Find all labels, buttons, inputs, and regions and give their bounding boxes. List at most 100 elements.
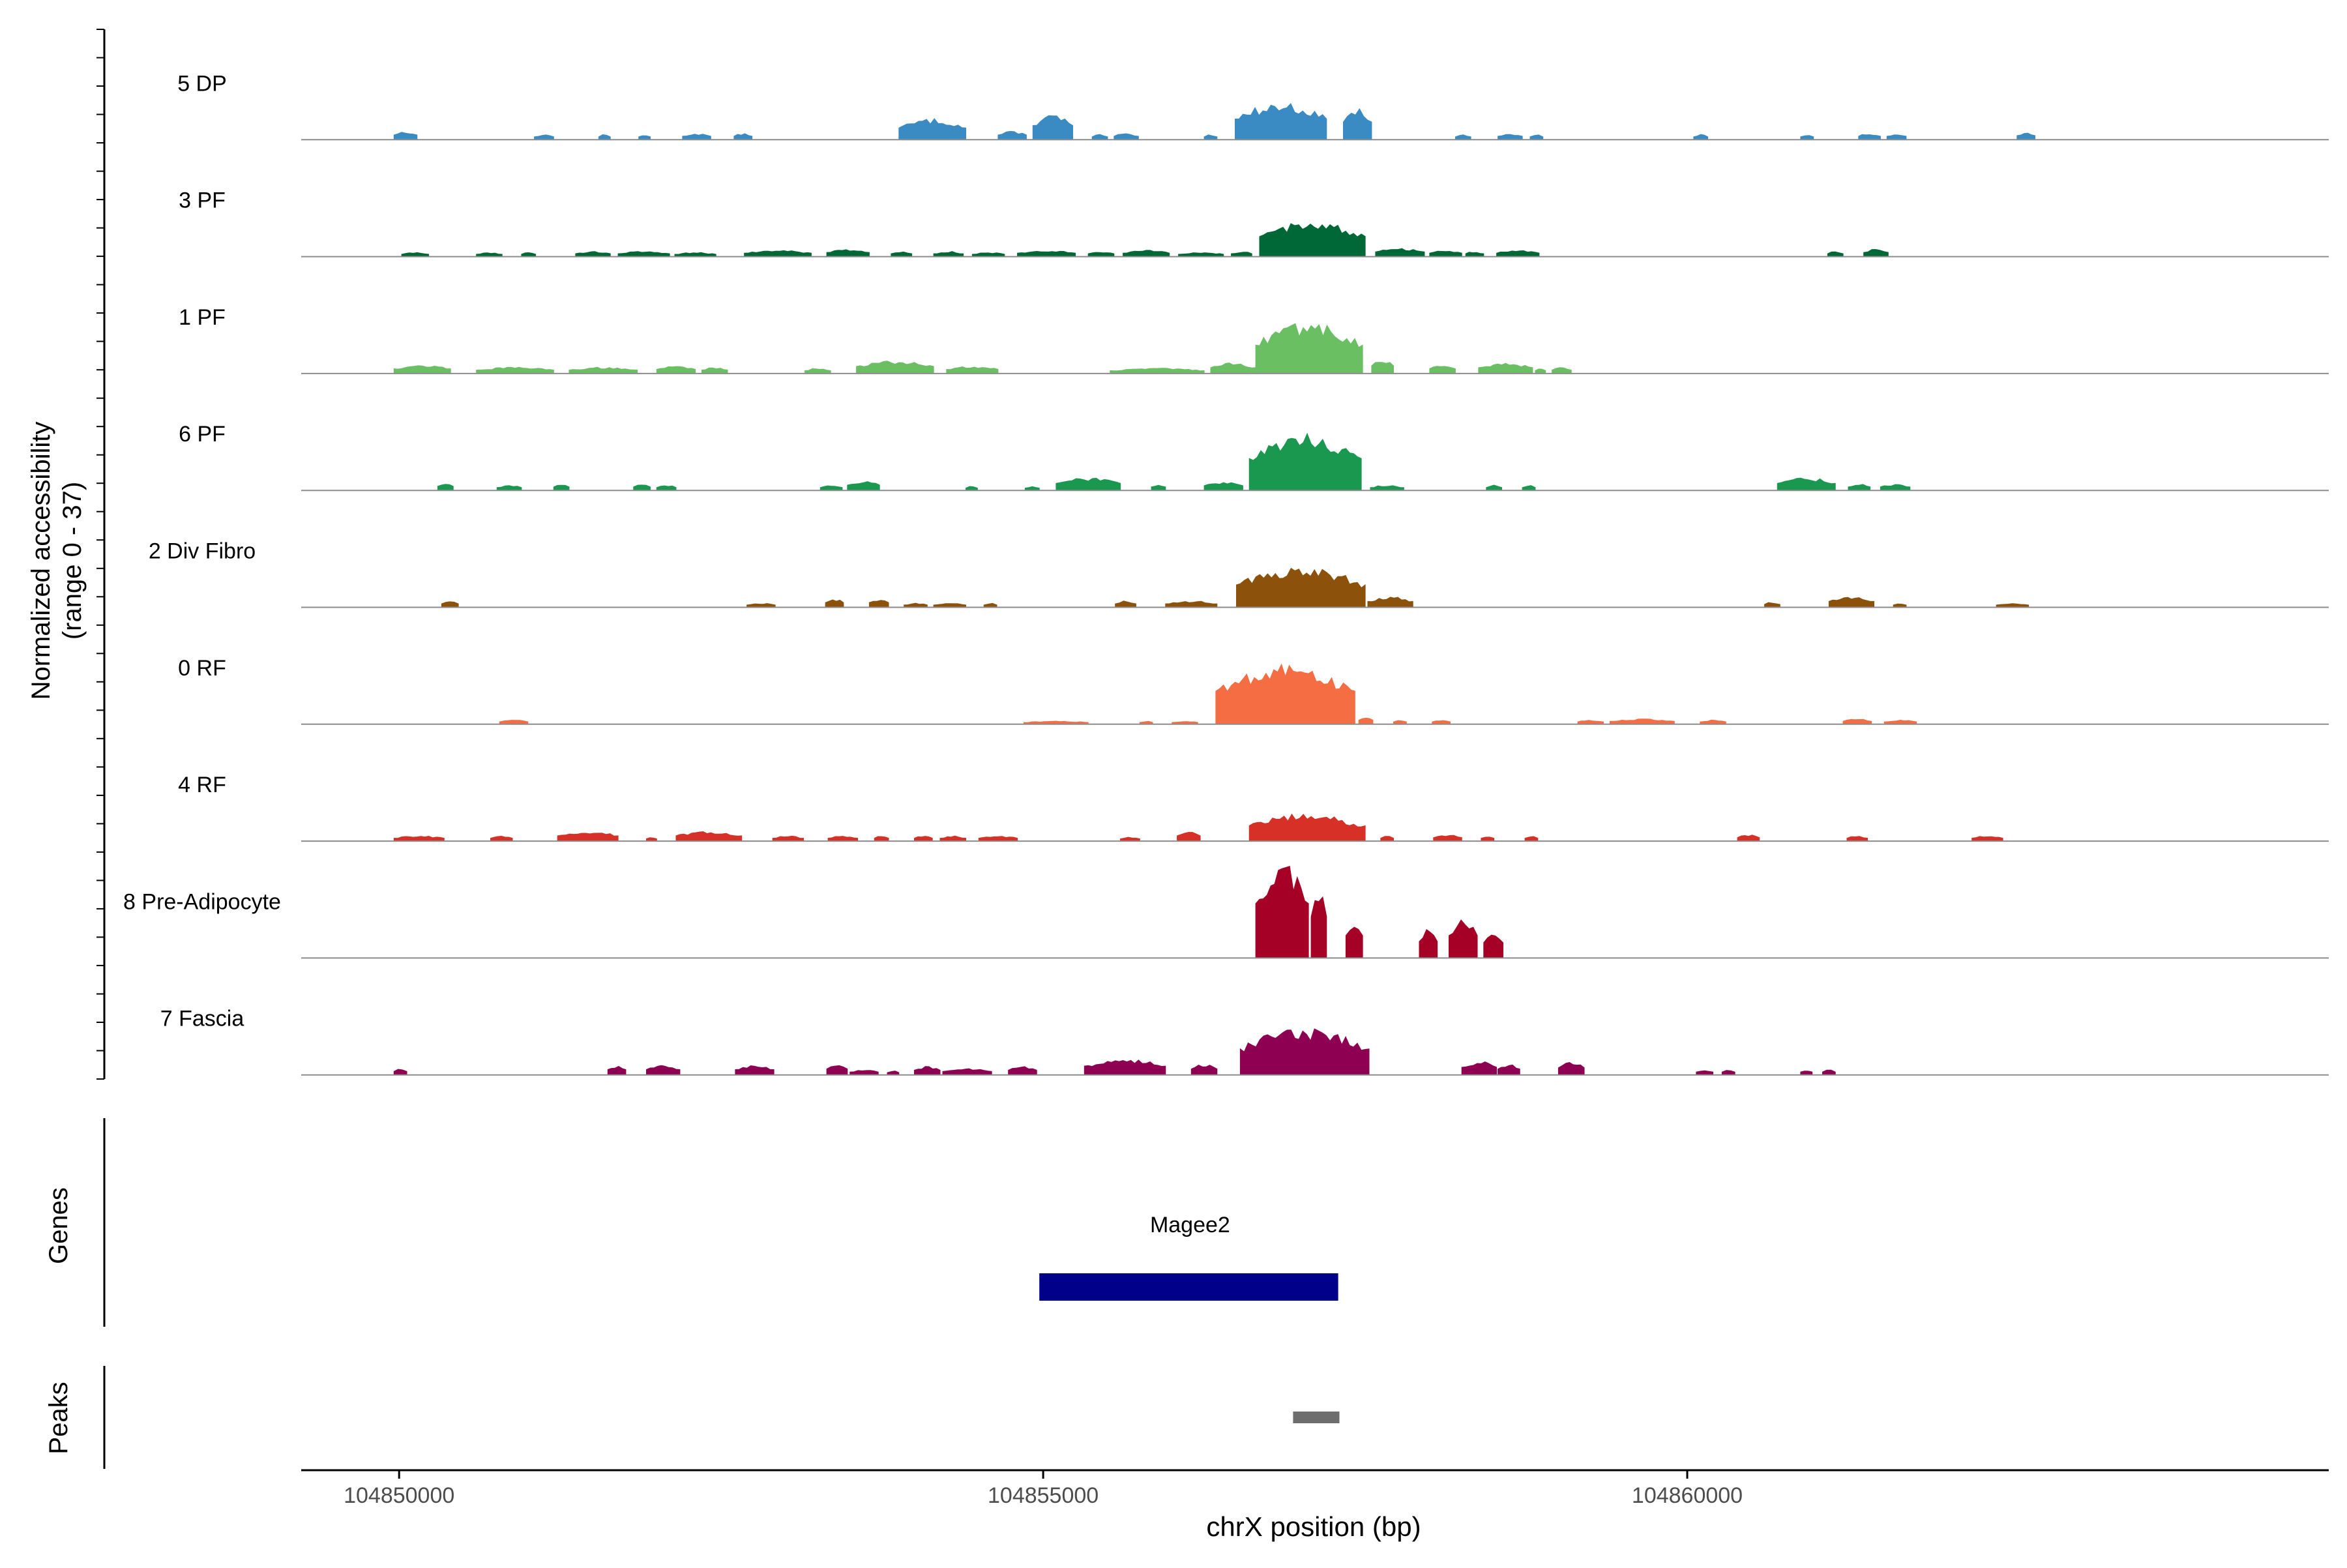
- coverage-area: [1370, 485, 1404, 491]
- gene-label: Magee2: [1150, 1213, 1230, 1237]
- coverage-area: [946, 366, 999, 374]
- coverage-area: [1024, 720, 1089, 725]
- coverage-area: [1123, 250, 1170, 258]
- coverage-area: [942, 1068, 992, 1076]
- coverage-area: [1842, 718, 1872, 725]
- coverage-area: [1371, 362, 1394, 374]
- coverage-area: [746, 603, 776, 608]
- coverage-area: [1996, 603, 2030, 608]
- track-label: 2 Div Fibro: [149, 539, 256, 564]
- coverage-area: [675, 831, 743, 842]
- track-5-dp: 5 DP: [177, 71, 2329, 141]
- coverage-area: [656, 366, 696, 374]
- coverage-area: [847, 481, 880, 491]
- coverage-area: [1886, 134, 1907, 140]
- x-tick-label: 104855000: [988, 1483, 1099, 1508]
- coverage-area: [904, 602, 928, 608]
- coverage-area: [1721, 1070, 1735, 1076]
- coverage-area: [826, 249, 870, 258]
- coverage-area: [1693, 134, 1709, 140]
- coverage-area: [874, 836, 889, 842]
- coverage-area: [1165, 600, 1218, 608]
- coverage-area: [1151, 484, 1166, 491]
- coverage-area: [1432, 720, 1451, 725]
- coverage-area: [868, 600, 889, 608]
- coverage-area: [656, 485, 677, 491]
- coverage-area: [1235, 103, 1327, 140]
- coverage-area: [1345, 926, 1363, 958]
- coverage-area: [1231, 252, 1252, 258]
- coverage-area: [633, 484, 651, 491]
- coverage-area: [1358, 717, 1374, 725]
- coverage-area: [1248, 432, 1362, 491]
- coverage-area: [1498, 1064, 1520, 1076]
- coverage-area: [1496, 250, 1540, 258]
- track-7-fascia: 7 Fascia: [160, 1007, 2329, 1076]
- coverage-area: [1215, 663, 1355, 725]
- coverage-area: [772, 835, 804, 842]
- coverage-area: [891, 251, 913, 258]
- peak-region: [1293, 1412, 1340, 1423]
- track-6-pf: 6 PF: [179, 422, 2329, 492]
- coverage-area: [1486, 484, 1502, 491]
- coverage-area: [1498, 134, 1523, 140]
- coverage-area: [393, 132, 418, 140]
- coverage-area: [1827, 251, 1844, 258]
- coverage-area: [1822, 1069, 1836, 1076]
- coverage-area: [825, 599, 844, 608]
- coverage-area: [1848, 484, 1871, 491]
- coverage-area: [607, 1065, 627, 1076]
- gene-body: [1039, 1273, 1338, 1301]
- y-axis-title-line1: Normalized accessibility: [27, 422, 55, 700]
- coverage-area: [1115, 600, 1136, 608]
- coverage-area: [971, 252, 1005, 258]
- coverage-area: [898, 118, 966, 140]
- coverage-area: [490, 835, 513, 842]
- coverage-area: [1055, 477, 1121, 491]
- track-label: 5 DP: [177, 71, 227, 96]
- coverage-area: [1552, 367, 1572, 374]
- track-0-rf: 0 RF: [178, 656, 2329, 725]
- coverage-area: [1478, 362, 1533, 374]
- coverage-area: [744, 250, 812, 258]
- coverage-area: [1610, 718, 1675, 725]
- track-label: 7 Fascia: [160, 1007, 244, 1031]
- coverage-area: [978, 836, 1018, 842]
- coverage-area: [534, 134, 554, 140]
- coverage-area: [1524, 836, 1539, 842]
- coverage-area: [1087, 252, 1115, 258]
- coverage-area: [1239, 1028, 1370, 1076]
- coverage-area: [1880, 484, 1911, 491]
- coverage-area: [1700, 719, 1726, 725]
- coverage-area: [997, 130, 1027, 140]
- track-8-pre-adipocyte: 8 Pre-Adipocyte: [123, 865, 2329, 959]
- coverage-area: [499, 720, 529, 725]
- coverage-area: [856, 361, 934, 374]
- coverage-area: [1210, 362, 1256, 374]
- coverage-area: [575, 251, 611, 258]
- coverage-area: [1764, 602, 1780, 608]
- x-axis: 104850000 104855000 104860000: [301, 1469, 2329, 1508]
- coverage-area: [1017, 250, 1076, 258]
- coverage-area: [914, 1066, 941, 1076]
- coverage-area: [1433, 835, 1462, 842]
- coverage-area: [1461, 1061, 1498, 1076]
- coverage-area: [437, 484, 454, 491]
- track-4-rf: 4 RF: [178, 773, 2329, 842]
- coverage-area: [1429, 250, 1462, 258]
- track-2-div-fibro: 2 Div Fibro: [149, 539, 2329, 608]
- coverage-area: [1203, 134, 1218, 140]
- coverage-area: [1310, 896, 1327, 958]
- coverage-area: [1367, 597, 1413, 608]
- coverage-area: [1971, 836, 2003, 842]
- coverage-area: [617, 251, 670, 258]
- coverage-area: [1084, 1059, 1166, 1076]
- x-axis-title: chrX position (bp): [1206, 1511, 1421, 1542]
- coverage-area: [1236, 567, 1366, 608]
- peaks-layer: [1293, 1412, 1340, 1423]
- genes-layer: Magee2: [1039, 1213, 1338, 1301]
- coverage-area: [1343, 108, 1372, 140]
- genes-axis-title: Genes: [44, 1187, 73, 1264]
- coverage-area: [2016, 132, 2035, 140]
